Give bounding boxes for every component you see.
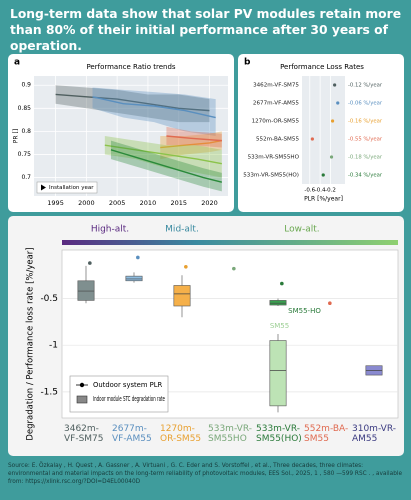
x-tick-label: 2005 xyxy=(109,199,126,207)
value-label: -0.55 %/year xyxy=(348,137,383,143)
value-label: -0.18 %/year xyxy=(348,155,383,161)
y-tick-label: 0.9 xyxy=(21,82,31,89)
plr-dot xyxy=(330,119,335,123)
altitude-label: High-alt. xyxy=(91,225,129,235)
value-label: -0.12 %/year xyxy=(348,83,383,89)
x-tick-label: 533m-VR-SM55HO xyxy=(208,424,252,444)
category-label: 533m-VR-SM55HO xyxy=(248,155,300,161)
category-label: 533m-VR-SM55(HO) xyxy=(243,173,299,179)
legend-arrow xyxy=(41,184,46,191)
value-label: -0.06 %/year xyxy=(348,101,383,107)
x-tick-label: -0.4 xyxy=(315,188,326,194)
x-tick-label: 1270m-OR-SM55 xyxy=(160,424,202,444)
trend-line xyxy=(110,149,223,183)
x-tick-label: 1995 xyxy=(47,199,64,207)
plr-marker xyxy=(136,255,140,260)
plr-dot xyxy=(336,101,340,105)
box xyxy=(269,300,287,306)
altitude-label: Low-alt. xyxy=(284,225,319,235)
plot-bg xyxy=(302,76,345,184)
x-tick-label: 310m-VR-AM55 xyxy=(352,424,396,444)
legend-label: Outdoor system PLR xyxy=(93,381,163,389)
trend-line xyxy=(160,139,222,149)
y-tick-label: -1.5 xyxy=(40,387,58,397)
trend-line xyxy=(104,144,222,165)
plr-dot xyxy=(333,83,337,87)
panel-title: Performance Loss Rates xyxy=(280,63,364,71)
panel-letter: b xyxy=(244,58,251,68)
plr-marker xyxy=(328,301,332,306)
x-tick-label: 2010 xyxy=(140,199,157,207)
legend-box xyxy=(36,181,98,194)
y-tick-label: -0.5 xyxy=(40,294,58,304)
altitude-gradient xyxy=(62,240,398,245)
y-axis-label: Degradation / Performance loss rate [%/y… xyxy=(26,247,36,440)
trend-line xyxy=(166,135,222,142)
category-label: 1270m-OR-SM55 xyxy=(252,119,300,125)
x-tick-label: 3462m-VF-SM75 xyxy=(64,424,104,444)
plr-dot xyxy=(321,173,325,177)
box-label: SM55 xyxy=(270,322,289,330)
source: Source: E. Özkalay , H. Quest , A. Gassn… xyxy=(8,463,403,485)
plr-marker xyxy=(88,261,92,265)
plr-marker xyxy=(184,265,188,269)
plot-bg xyxy=(34,76,228,196)
x-axis-label: PLR [%/year] xyxy=(304,196,343,203)
x-tick-label: 533m-VR-SM55(HO) xyxy=(256,424,302,444)
x-tick-label: 552m-BA-SM55 xyxy=(304,424,349,444)
legend-dot xyxy=(79,382,85,388)
box-label: SM55-HO xyxy=(288,307,321,315)
plr-dot xyxy=(310,137,314,141)
category-label: 3462m-VF-SM75 xyxy=(253,83,299,89)
confidence-band xyxy=(104,136,222,178)
box xyxy=(173,285,191,307)
category-label: 552m-BA-SM55 xyxy=(256,137,299,143)
y-tick-label: -1 xyxy=(49,341,58,351)
page-title: Long-term data show that solar PV module… xyxy=(10,7,402,53)
trend-line xyxy=(92,96,216,119)
legend-label: Installation year xyxy=(49,185,94,191)
value-label: -0.34 %/year xyxy=(348,173,383,179)
y-tick-label: 0.75 xyxy=(18,151,32,158)
x-tick-label: 2015 xyxy=(170,199,187,207)
value-label: -0.16 %/year xyxy=(348,119,383,125)
y-tick-label: 0.85 xyxy=(18,105,32,112)
x-tick-label: 2020 xyxy=(201,199,218,207)
x-tick-label: -0.2 xyxy=(325,188,336,194)
legend-label: Indoor module STC degradation rate xyxy=(93,395,165,403)
trend-line xyxy=(55,93,210,112)
confidence-band xyxy=(166,126,222,148)
plr-marker xyxy=(280,281,284,286)
altitude-label: Mid-alt. xyxy=(165,225,199,235)
panel-letter: a xyxy=(14,58,20,68)
plr-marker xyxy=(232,266,236,271)
plr-dot xyxy=(329,155,334,159)
legend-box xyxy=(69,375,169,413)
y-tick-label: 0.7 xyxy=(21,174,31,181)
box xyxy=(269,340,287,407)
legend-swatch xyxy=(76,395,88,404)
y-tick-label: 0.8 xyxy=(21,128,31,135)
x-tick-label: -0.6 xyxy=(304,188,315,194)
y-axis-label: PR [] xyxy=(13,129,20,143)
box xyxy=(125,275,143,282)
confidence-band xyxy=(92,87,216,136)
x-tick-label: 2677m-VF-AM55 xyxy=(112,424,152,444)
panel-title: Performance Ratio trends xyxy=(86,63,175,71)
category-label: 2677m-VF-AM55 xyxy=(253,101,300,107)
box xyxy=(77,280,95,301)
x-tick-label: 2000 xyxy=(78,199,95,207)
